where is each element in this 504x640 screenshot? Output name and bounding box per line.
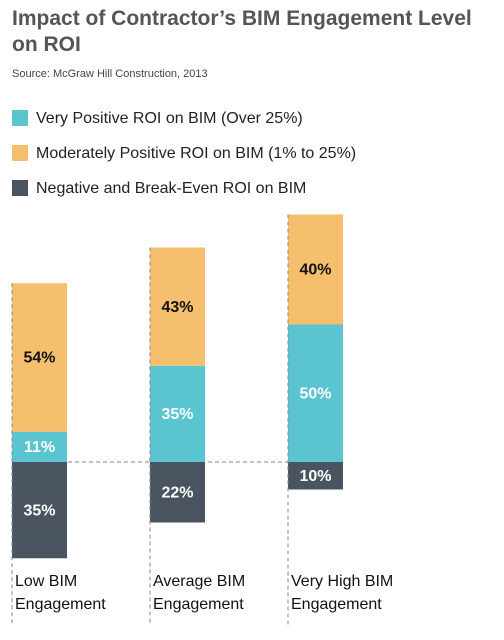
bar-segment	[288, 462, 343, 490]
value-label: 35%	[161, 406, 193, 423]
bar-segment	[12, 462, 67, 559]
bar-segment	[150, 365, 205, 462]
subtitle: Source: McGraw Hill Construction, 2013	[12, 68, 208, 80]
bar-segment	[150, 462, 205, 523]
legend-swatch	[12, 145, 28, 161]
x-tick-label: Average BIM Engagement	[153, 573, 246, 613]
bar-segment	[288, 214, 343, 325]
chart-title: Impact of Contractor’s BIM Engagement Le…	[12, 7, 472, 56]
bar-segment	[150, 247, 205, 366]
bar-segment	[12, 431, 67, 462]
bar-segment	[12, 283, 67, 432]
legend-swatch	[12, 180, 28, 196]
value-label: 22%	[161, 484, 193, 501]
value-label: 50%	[299, 385, 331, 402]
legend-label: Moderately Positive ROI on BIM (1% to 25…	[36, 145, 356, 162]
legend-label: Very Positive ROI on BIM (Over 25%)	[36, 110, 303, 127]
value-label: 54%	[23, 350, 55, 367]
value-label: 35%	[23, 502, 55, 519]
value-label: 40%	[299, 262, 331, 279]
bar-segment	[288, 324, 343, 462]
x-tick-label: Low BIM Engagement	[15, 573, 106, 613]
value-label: 10%	[299, 468, 331, 485]
x-tick-label: Very High BIM Engagement	[291, 573, 394, 613]
value-label: 11%	[24, 439, 55, 456]
legend-swatch	[12, 110, 28, 126]
value-label: 43%	[161, 299, 193, 316]
legend-label: Negative and Break-Even ROI on BIM	[36, 180, 306, 197]
